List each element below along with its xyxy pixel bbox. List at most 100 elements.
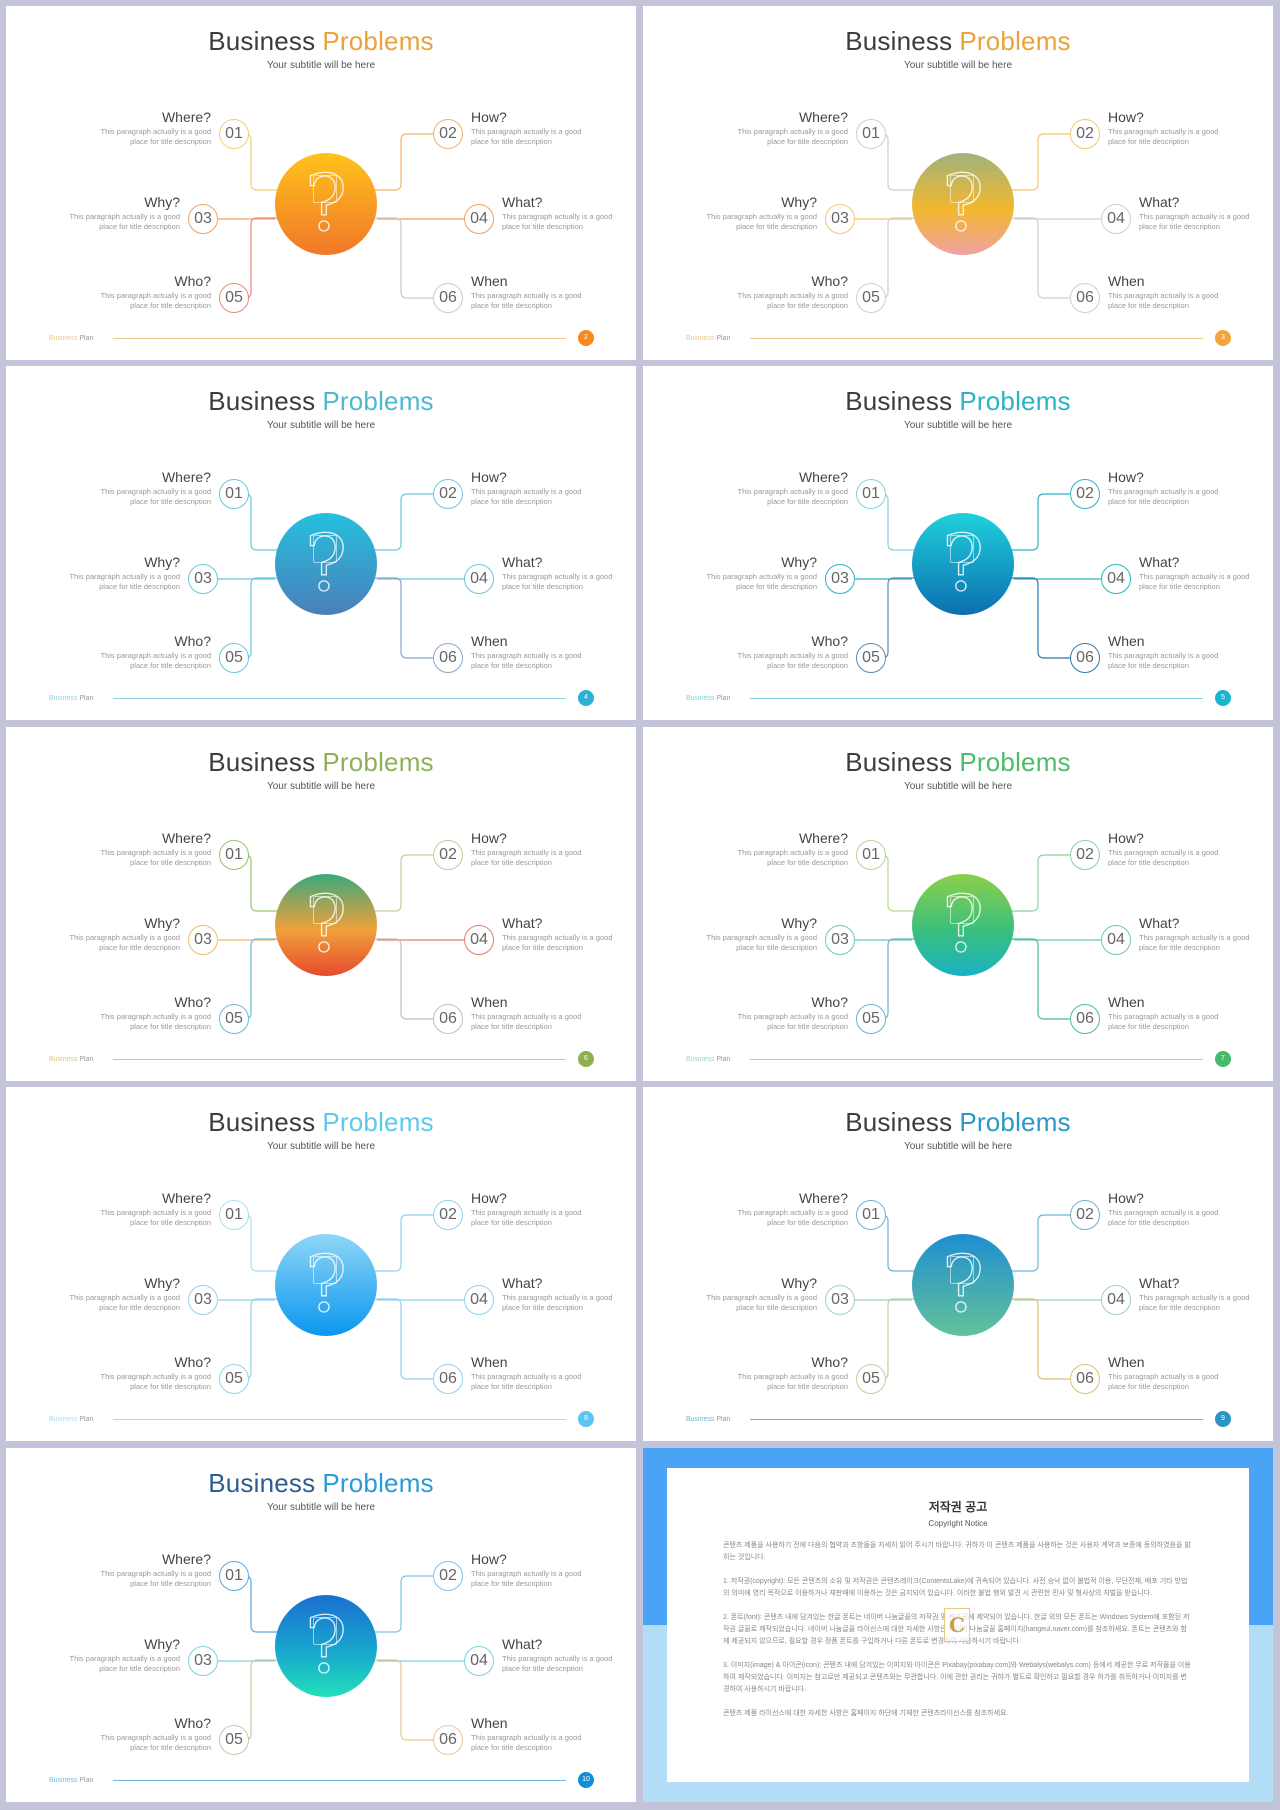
slide-copyright-notice[interactable]: 저작권 공고 Copyright Notice 콘텐츠 제품을 사용하기 전에 다음… (643, 1448, 1273, 1802)
item-number: 02 (1070, 119, 1100, 149)
connector-line-6 (366, 577, 433, 659)
title-word2: Problems (322, 747, 434, 777)
logo-watermark-icon (950, 175, 974, 203)
item-description: This paragraph actually is a good place … (1108, 651, 1219, 670)
item-number: 06 (1070, 1364, 1100, 1394)
question-circle: ? (275, 874, 377, 976)
item-label: Why? (144, 194, 180, 210)
item-label: Who? (811, 273, 848, 289)
notice-paragraph: 1. 저작권(copyright): 모든 콘텐츠의 소유 및 저작권은 콘텐츠… (723, 1578, 1188, 1597)
slide-thumbnail-8[interactable]: Business Problems Your subtitle will be he… (6, 1087, 636, 1441)
slide-title: Business Problems (6, 1107, 636, 1138)
item-description: This paragraph actually is a good place … (100, 1208, 211, 1227)
item-number: 05 (219, 1725, 249, 1755)
item-number: 01 (219, 1561, 249, 1591)
item-description: This paragraph actually is a good place … (1139, 212, 1250, 231)
slide-subtitle: Your subtitle will be here (903, 420, 1013, 431)
item-description: This paragraph actually is a good place … (1108, 487, 1219, 506)
item-label: Why? (144, 915, 180, 931)
footer-divider (113, 698, 566, 699)
footer-word2: Plan (79, 1416, 94, 1423)
slide-thumbnail-5[interactable]: Business Problems Your subtitle will be he… (643, 366, 1273, 720)
item-label: Why? (144, 554, 180, 570)
title-word1: Business (845, 26, 953, 56)
title-word2: Problems (322, 26, 434, 56)
title-word2: Problems (959, 1107, 1071, 1137)
item-description: This paragraph actually is a good place … (1139, 1293, 1250, 1312)
item-description: This paragraph actually is a good place … (100, 651, 211, 670)
footer-divider (750, 338, 1203, 339)
connector-lines (855, 133, 1101, 299)
item-description: This paragraph actually is a good place … (737, 1372, 848, 1391)
item-number: 01 (856, 479, 886, 509)
item-description: This paragraph actually is a good place … (471, 1372, 582, 1391)
slide-thumbnail-7[interactable]: Business Problems Your subtitle will be he… (643, 727, 1273, 1081)
question-circle: ? (275, 513, 377, 615)
item-number: 03 (188, 204, 218, 234)
logo-watermark-icon (950, 1256, 974, 1284)
item-label: Who? (174, 994, 211, 1010)
footer-divider (113, 1059, 566, 1060)
item-number: 03 (825, 564, 855, 594)
item-description: This paragraph actually is a good place … (1108, 1208, 1219, 1227)
item-description: This paragraph actually is a good place … (471, 1733, 582, 1752)
item-label: Why? (781, 194, 817, 210)
page-number-badge: 2 (578, 330, 594, 346)
item-number: 01 (856, 119, 886, 149)
connector-line-2 (366, 1575, 433, 1633)
connector-line-6 (366, 1659, 433, 1741)
slide-thumbnail-4[interactable]: Business Problems Your subtitle will be he… (6, 366, 636, 720)
slide-title: Business Problems (6, 747, 636, 778)
page-number-badge: 3 (1215, 330, 1231, 346)
footer-word1: Business (686, 1056, 715, 1063)
footer-word1: Business (49, 1777, 78, 1784)
footer-label: Business Plan (49, 335, 93, 342)
title-word2: Problems (959, 386, 1071, 416)
slide-thumbnail-10[interactable]: Business Problems Your subtitle will be he… (6, 1448, 636, 1802)
item-label: Who? (811, 1354, 848, 1370)
item-label: How? (471, 1190, 507, 1206)
item-number: 04 (464, 1285, 494, 1315)
item-description: This paragraph actually is a good place … (1108, 1372, 1219, 1391)
title-word1: Business (208, 1468, 316, 1498)
slide-thumbnail-3[interactable]: Business Problems Your subtitle will be he… (643, 6, 1273, 360)
item-description: This paragraph actually is a good place … (737, 1208, 848, 1227)
item-number: 05 (856, 1364, 886, 1394)
connector-line-2 (366, 1214, 433, 1272)
slide-title: Business Problems (6, 386, 636, 417)
slide-thumbnail-2[interactable]: Business Problems Your subtitle will be he… (6, 6, 636, 360)
item-description: This paragraph actually is a good place … (502, 933, 613, 952)
footer-word1: Business (49, 1416, 78, 1423)
item-number: 02 (433, 1200, 463, 1230)
item-description: This paragraph actually is a good place … (502, 212, 613, 231)
question-circle: ? (275, 153, 377, 255)
item-description: This paragraph actually is a good place … (69, 1293, 180, 1312)
footer-label: Business Plan (686, 1056, 730, 1063)
slide-subtitle: Your subtitle will be here (266, 60, 376, 71)
slide-subtitle: Your subtitle will be here (266, 420, 376, 431)
slide-title: Business Problems (643, 1107, 1273, 1138)
item-label: Who? (811, 994, 848, 1010)
footer-divider (113, 1780, 566, 1781)
slide-thumbnail-6[interactable]: Business Problems Your subtitle will be he… (6, 727, 636, 1081)
footer-word2: Plan (79, 1056, 94, 1063)
item-label: Who? (174, 1715, 211, 1731)
question-mark-icon: ? (941, 518, 984, 609)
item-label: Where? (798, 1190, 848, 1206)
item-description: This paragraph actually is a good place … (502, 1293, 613, 1312)
notice-subtitle: Copyright Notice (928, 1519, 988, 1528)
page-number-badge: 6 (578, 1051, 594, 1067)
item-description: This paragraph actually is a good place … (502, 572, 613, 591)
slide-thumbnail-9[interactable]: Business Problems Your subtitle will be he… (643, 1087, 1273, 1441)
title-word1: Business (208, 26, 316, 56)
question-mark-icon: ? (941, 879, 984, 970)
question-mark-icon: ? (941, 1239, 984, 1330)
title-word2: Problems (322, 1107, 434, 1137)
logo-watermark-icon (313, 535, 337, 563)
slide-subtitle: Your subtitle will be here (266, 1141, 376, 1152)
item-description: This paragraph actually is a good place … (69, 933, 180, 952)
footer-word2: Plan (716, 695, 731, 702)
connector-line-2 (1003, 854, 1070, 912)
item-label: What? (502, 1275, 543, 1291)
page-number-badge: 8 (578, 1411, 594, 1427)
